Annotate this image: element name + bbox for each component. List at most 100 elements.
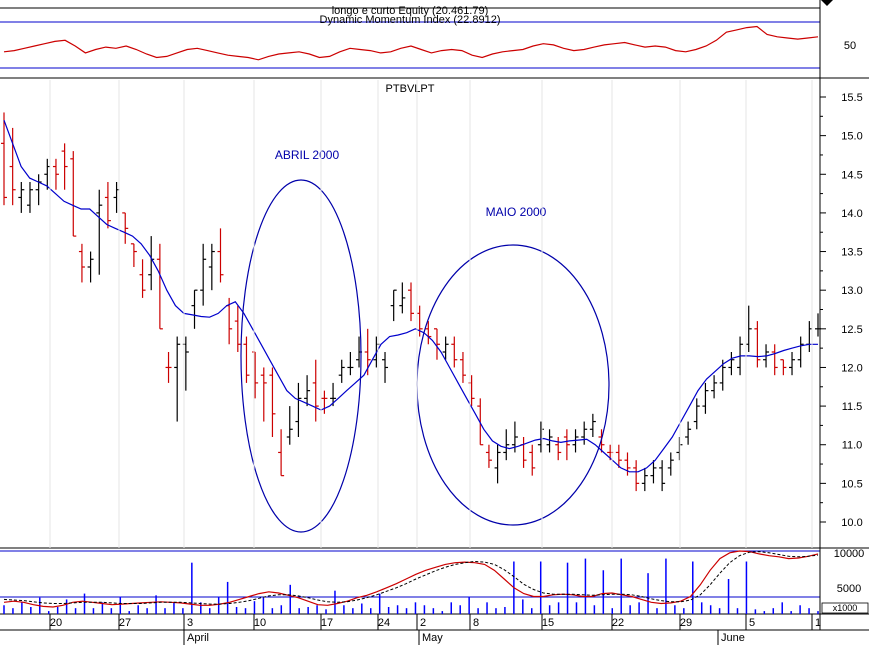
volume-ma-dashed-line	[3, 551, 819, 605]
day-label: 10	[254, 617, 266, 629]
ohlc-bar	[243, 336, 250, 383]
day-label: 5	[749, 617, 755, 629]
price-tick-label: 10.5	[841, 478, 862, 490]
ohlc-bar	[711, 375, 718, 399]
ohlc-bar	[633, 460, 640, 492]
ohlc-bar	[581, 421, 588, 445]
ohlc-bar	[641, 467, 648, 492]
month-label: June	[721, 632, 745, 644]
ohlc-bar	[122, 212, 129, 244]
day-label: 27	[119, 617, 131, 629]
price-tick-label: 14.0	[841, 208, 862, 220]
ohlc-bar	[18, 182, 25, 213]
ohlc-bar	[789, 352, 796, 376]
price-tick-label: 13.5	[841, 247, 862, 259]
ohlc-bar	[650, 460, 657, 484]
ohlc-bar	[451, 336, 458, 368]
price-panel: PTBVLPT 15.5 15.0 14.5 14.0 13.5 13.0 12.5 12.0…	[0, 83, 869, 549]
ohlc-bar	[442, 336, 449, 360]
ohlc-bar	[61, 143, 68, 190]
ohlc-bar	[615, 444, 622, 468]
ohlc-bar	[260, 367, 267, 422]
ohlc-bar	[459, 352, 466, 383]
ohlc-bar	[797, 336, 804, 368]
dmi-tick-label: 50	[844, 40, 856, 52]
scroll-arrow-icon	[821, 0, 833, 6]
ohlc-bar	[624, 452, 631, 476]
ohlc-bar	[555, 437, 562, 461]
ohlc-bar	[78, 243, 85, 283]
ohlc-bar	[485, 444, 492, 468]
x-axis: 20 27 3 10 17 24 2 8 15 22 29 5 1 April May June	[0, 80, 869, 645]
ohlc-bar	[399, 282, 406, 314]
price-tick-label: 12.0	[841, 362, 862, 374]
day-label: 22	[612, 617, 624, 629]
ohlc-bar	[693, 398, 700, 430]
ohlc-bar	[494, 444, 501, 484]
ohlc-bar	[9, 127, 16, 206]
day-label: 29	[680, 617, 692, 629]
ohlc-bar	[1, 112, 7, 206]
ohlc-bar	[408, 282, 414, 322]
multiplier-box	[821, 602, 869, 614]
ohlc-bar	[278, 429, 285, 477]
ohlc-bar	[191, 289, 198, 329]
ohlc-bar	[728, 352, 735, 376]
price-tick-label: 11.0	[842, 440, 863, 452]
day-label: 17	[321, 617, 333, 629]
dmi-line	[3, 25, 819, 61]
ohlc-bar	[295, 382, 302, 437]
moving-average-line	[3, 119, 818, 473]
ohlc-bar	[685, 421, 692, 445]
ohlc-bar	[208, 243, 215, 291]
dmi-title: Dynamic Momentum Index (22.8912)	[320, 14, 501, 26]
ohlc-bar	[104, 182, 111, 229]
ohlc-bar	[156, 243, 163, 330]
day-label: 15	[542, 617, 554, 629]
ohlc-bar	[382, 352, 389, 383]
volume-panel: 10000 5000 x1000	[0, 548, 869, 615]
month-label: May	[422, 632, 443, 644]
price-tick-label: 12.5	[841, 324, 862, 336]
price-tick-label: 14.5	[841, 169, 862, 181]
ohlc-bar	[174, 336, 181, 422]
day-label: 24	[378, 617, 390, 629]
ohlc-bar	[780, 359, 787, 376]
may-annotation: MAIO 2000	[486, 205, 547, 219]
ohlc-bar	[52, 158, 59, 190]
ohlc-bar	[503, 429, 510, 461]
day-label: 1	[815, 617, 821, 629]
ohlc-bar	[130, 243, 137, 267]
ohlc-bar	[390, 289, 397, 322]
ohlc-bar	[433, 328, 440, 360]
ohlc-bar	[754, 321, 761, 368]
day-label: 2	[420, 617, 426, 629]
ohlc-bar	[546, 429, 553, 453]
ohlc-bar	[563, 429, 570, 461]
ohlc-bar	[589, 413, 596, 437]
ohlc-bar	[477, 398, 484, 446]
ohlc-bar	[139, 259, 146, 298]
ohlc-bar	[26, 182, 33, 213]
equity-title: longo e curto Equity (20.461.79)	[332, 5, 489, 17]
ohlc-bar	[217, 228, 224, 283]
ohlc-bar	[659, 460, 666, 492]
price-axis: 15.5 15.0 14.5 14.0 13.5 13.0 12.5 12.0 11.5 11.0…	[820, 92, 863, 529]
ohlc-bar	[347, 352, 354, 376]
ohlc-bar	[96, 189, 103, 275]
ohlc-bar	[87, 251, 94, 283]
ohlc-bar	[286, 406, 293, 445]
volume-tick-5000: 5000	[837, 583, 861, 595]
ohlc-bar	[321, 390, 328, 414]
price-tick-label: 13.0	[841, 285, 862, 297]
ohlc-bar	[304, 375, 311, 407]
ohlc-bar	[70, 151, 77, 237]
symbol-label: PTBVLPT	[386, 83, 435, 95]
ohlc-bar	[312, 359, 319, 422]
day-label: 20	[50, 617, 62, 629]
ohlc-bar	[667, 452, 674, 476]
dmi-panel: longo e curto Equity (20.461.79) Dynamic…	[0, 5, 869, 79]
ohlc-bar	[771, 344, 778, 376]
price-tick-label: 15.5	[841, 92, 862, 104]
